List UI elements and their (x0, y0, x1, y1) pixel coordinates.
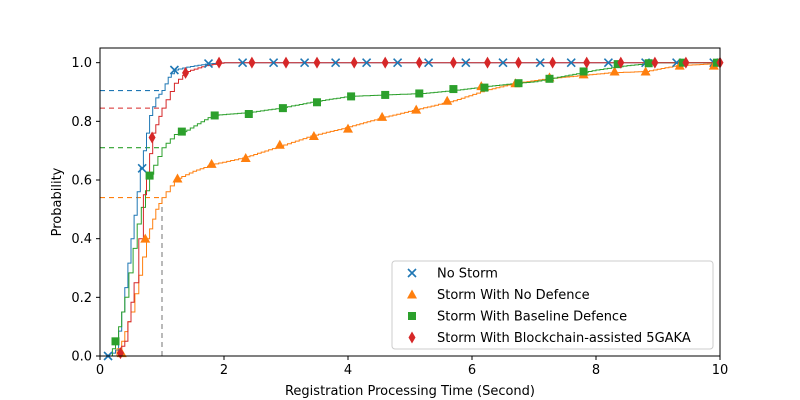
data-point (331, 58, 341, 68)
data-point (347, 92, 356, 101)
data-point (308, 131, 319, 140)
y-axis-label: Probability (50, 167, 65, 236)
data-point (177, 127, 186, 136)
data-point (461, 58, 471, 68)
data-point (617, 56, 625, 69)
series-markers (103, 56, 724, 361)
data-point (377, 111, 388, 121)
data-point (350, 56, 358, 69)
data-point (203, 58, 214, 69)
x-axis: 0 2 4 6 8 10 (96, 356, 728, 378)
data-point (424, 58, 434, 68)
data-point (300, 58, 310, 68)
data-point (480, 83, 489, 92)
data-point (240, 153, 251, 162)
data-point (182, 66, 190, 79)
data-point (449, 85, 458, 94)
data-point (484, 56, 491, 69)
reference-lines (100, 89, 163, 356)
legend-marker (407, 268, 417, 278)
x-tick-label: 2 (220, 363, 228, 378)
legend: No Storm Storm With No Defence Storm With … (391, 260, 714, 350)
legend-label: No Storm (437, 267, 498, 282)
data-point (313, 98, 321, 107)
data-point (343, 123, 353, 133)
data-point (535, 58, 545, 68)
data-point (238, 58, 248, 68)
data-point (545, 74, 554, 83)
data-point (579, 67, 588, 76)
legend-marker (408, 331, 416, 344)
data-point (583, 56, 591, 69)
data-point (640, 66, 651, 76)
y-tick-label: 0.4 (71, 232, 92, 247)
data-point (644, 59, 653, 68)
data-point (651, 56, 659, 69)
data-point (415, 56, 423, 69)
x-tick-label: 8 (592, 363, 600, 378)
legend-label: Storm With No Defence (437, 288, 590, 303)
data-point (514, 79, 523, 88)
data-point (244, 110, 253, 118)
data-point (549, 56, 557, 69)
data-point (215, 56, 223, 69)
data-point (603, 58, 613, 68)
x-tick-label: 6 (468, 363, 476, 378)
data-point (442, 95, 453, 105)
x-tick-label: 10 (712, 363, 729, 378)
data-point (172, 173, 183, 183)
data-point (282, 56, 290, 69)
data-point (566, 58, 576, 68)
plot-frame (99, 47, 721, 357)
data-point (609, 66, 620, 76)
y-tick-label: 0.0 (71, 350, 92, 365)
legend-box (391, 260, 714, 350)
data-point (269, 58, 279, 68)
data-point (498, 58, 508, 68)
y-tick-label: 0.2 (71, 291, 92, 306)
data-point (145, 171, 154, 180)
x-tick-label: 4 (344, 363, 352, 378)
data-point (137, 163, 147, 173)
plot-area (99, 47, 724, 361)
data-point (111, 337, 120, 346)
data-point (313, 56, 321, 69)
y-tick-label: 1.0 (71, 56, 92, 71)
series-line (115, 62, 720, 357)
x-axis-label: Registration Processing Time (Second) (285, 384, 535, 399)
legend-marker (408, 312, 416, 320)
data-point (274, 139, 285, 149)
legend-label: Storm With Blockchain-assisted 5GAKA (437, 331, 691, 346)
data-point (248, 56, 256, 69)
data-point (415, 89, 424, 98)
legend-label: Storm With Baseline Defence (437, 310, 627, 325)
y-tick-label: 0.6 (71, 174, 92, 189)
data-point (278, 104, 287, 113)
data-point (381, 90, 390, 99)
series-line (109, 62, 720, 357)
data-point (682, 56, 690, 69)
data-point (411, 104, 422, 114)
y-axis: 0.0 0.2 0.4 0.6 0.8 1.0 (71, 56, 100, 365)
legend-marker (407, 289, 417, 299)
data-point (148, 131, 156, 144)
data-point (140, 233, 151, 243)
data-point (515, 56, 522, 69)
data-point (362, 58, 372, 68)
x-tick-label: 0 (96, 363, 104, 378)
data-point (206, 158, 217, 168)
y-tick-label: 0.8 (71, 115, 92, 130)
data-point (381, 56, 389, 69)
data-point (613, 60, 622, 69)
data-point (210, 111, 219, 120)
data-point (449, 56, 457, 69)
data-point (169, 65, 179, 75)
data-point (393, 58, 403, 68)
